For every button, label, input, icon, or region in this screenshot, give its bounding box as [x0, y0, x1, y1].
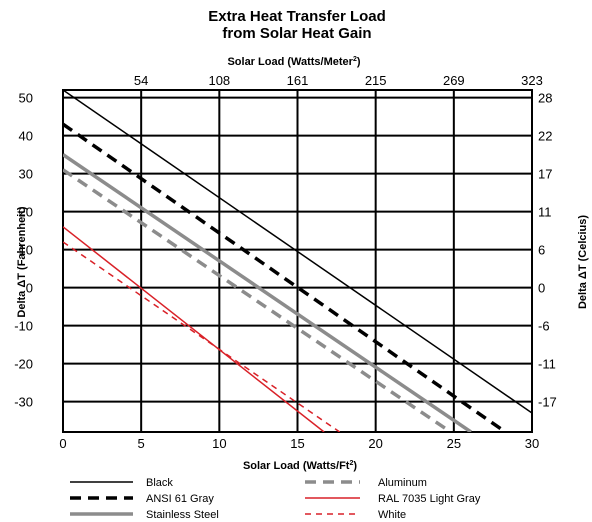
chart-title: Extra Heat Transfer Load [208, 8, 386, 25]
x-axis-label-end: ) [353, 460, 357, 472]
x2-tick-label: 215 [365, 73, 387, 88]
series-group [63, 90, 532, 432]
y2-tick-label: -17 [538, 395, 557, 410]
y2-tick-label: -6 [538, 319, 550, 334]
x-tick-label: 30 [525, 436, 539, 451]
x2-tick-label: 108 [208, 73, 230, 88]
y2-tick-label: 0 [538, 281, 545, 296]
series-line [63, 168, 452, 432]
x2-tick-label: 161 [287, 73, 309, 88]
series-line [63, 241, 341, 432]
y-tick-label: 50 [19, 91, 33, 106]
x-tick-label: 20 [368, 436, 382, 451]
x-axis-label-sup: 2 [349, 460, 353, 467]
y2-tick-label: 6 [538, 243, 545, 258]
x2-tick-label: 323 [521, 73, 543, 88]
x-tick-label: 10 [212, 436, 226, 451]
x-tick-label: 25 [447, 436, 461, 451]
y-tick-label: 20 [19, 205, 33, 220]
y-tick-label: 0 [26, 281, 33, 296]
y2-tick-label: -11 [538, 357, 556, 372]
y-tick-label: -30 [14, 395, 33, 410]
x-axis-label-main: Solar Load (Watts/Ft [243, 460, 350, 472]
legend-label: Aluminum [378, 477, 427, 489]
legend-label: White [378, 509, 406, 521]
plot-area: 0 5 10 15 20 25 30 50 40 30 20 10 0 -10 -20 -30 54 108 161… [14, 73, 557, 451]
series-line [63, 90, 532, 414]
x2-axis-label-end: ) [357, 56, 361, 68]
legend-label: ANSI 61 Gray [146, 493, 214, 505]
x-tick-label: 15 [290, 436, 304, 451]
y2-tick-label: 28 [538, 91, 552, 106]
x2-axis-label-sup: 2 [353, 56, 357, 63]
y2-axis-label: Delta ΔT (Celcius) [577, 215, 589, 309]
x2-tick-label: 54 [134, 73, 148, 88]
x-tick-label: 5 [138, 436, 145, 451]
y-tick-label: -20 [14, 357, 33, 372]
series-line [63, 153, 472, 432]
series-line [63, 226, 325, 432]
y-axis-label: Delta ΔT (Fahrenheit) [16, 206, 28, 318]
x2-axis-label: Solar Load (Watts/Meter2) [227, 56, 360, 68]
y-tick-label: 30 [19, 167, 33, 182]
x-tick-label: 0 [59, 436, 66, 451]
y-tick-label: 10 [19, 243, 33, 258]
legend-label: Black [146, 477, 173, 489]
y2-tick-label: 11 [538, 205, 552, 220]
legend-label: RAL 7035 Light Gray [378, 493, 481, 505]
x-axis-label: Solar Load (Watts/Ft2) [243, 460, 357, 472]
plot-frame [62, 89, 533, 433]
x2-tick-label: 269 [443, 73, 465, 88]
y2-tick-label: 17 [538, 167, 552, 182]
x2-axis-label-main: Solar Load (Watts/Meter [227, 56, 353, 68]
y-tick-label: -10 [14, 319, 33, 334]
y-tick-label: 40 [19, 129, 33, 144]
legend-label: Stainless Steel [146, 509, 219, 521]
y2-tick-label: 22 [538, 129, 552, 144]
legend: Black ANSI 61 Gray Stainless Steel Aluminum… [70, 477, 481, 521]
chart-subtitle: from Solar Heat Gain [222, 25, 371, 42]
